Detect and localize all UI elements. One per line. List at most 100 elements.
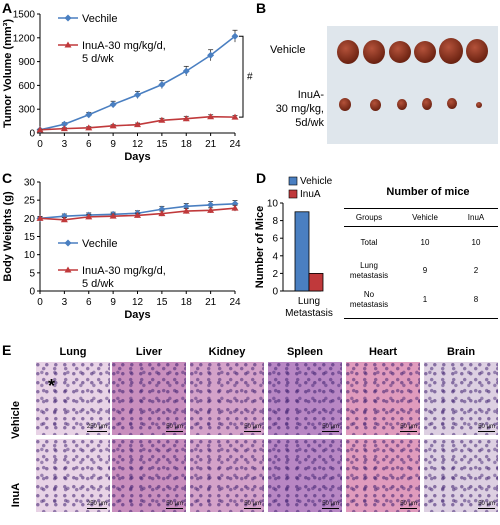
panel-label-b: B (256, 0, 267, 16)
significance-bracket (239, 35, 244, 118)
vehicle-photo-label: Vehicle (270, 44, 306, 56)
significance-marker: # (247, 72, 253, 83)
table-cell: Total (360, 238, 378, 247)
histology-image: 250 μm (36, 439, 110, 512)
y-tick-label: 10 (267, 199, 279, 210)
histology-image: 50 μm (112, 439, 186, 512)
data-point (182, 202, 190, 210)
x-tick-label: 3 (62, 139, 68, 150)
table-cell: 2 (473, 266, 479, 275)
data-point (36, 214, 44, 221)
body-weight-chart: 0 5 10 15 20 25 30 0 3 6 9 12 15 18 21 24 Days Body Weigh… (2, 178, 241, 322)
table-cell: 1 (422, 295, 428, 304)
histology-image: 50 μm (112, 362, 186, 435)
y-tick-label: 600 (18, 81, 35, 92)
scale-bar: 50 μm (478, 424, 495, 432)
histology-image: 50 μm (190, 362, 264, 435)
scale-bar: 50 μm (400, 501, 417, 509)
scale-bar: 250 μm (86, 501, 107, 509)
y-tick-label: 0 (272, 287, 278, 298)
data-point (158, 81, 166, 89)
x-tick-label: 6 (86, 139, 92, 150)
y-tick-label: 0 (29, 129, 35, 140)
table-header-groups: Groups (355, 213, 383, 222)
data-point (231, 32, 239, 40)
table-cell: 9 (422, 266, 428, 275)
histology-image: 50 μm (268, 362, 342, 435)
data-point (109, 212, 117, 219)
data-point (207, 51, 215, 59)
legend-marker (64, 266, 72, 273)
legend-marker (64, 239, 72, 247)
x-tick-label: 21 (205, 139, 217, 150)
histology-column-brain: Brain (446, 346, 476, 358)
y-tick-label: 30 (24, 178, 36, 189)
y-tick-label: 900 (18, 57, 35, 68)
legend-swatch (288, 176, 298, 186)
y-tick-label: 0 (29, 287, 35, 298)
data-point (207, 201, 215, 209)
y-tick-label: 1200 (13, 33, 36, 44)
y-tick-label: 20 (24, 214, 36, 225)
table-cell: 10 (471, 238, 481, 247)
data-point (60, 216, 68, 223)
histology-column-heart: Heart (368, 346, 398, 358)
x-tick-label: 12 (132, 297, 144, 308)
data-point (231, 200, 239, 208)
data-point (109, 100, 117, 108)
data-point (85, 124, 93, 131)
data-point (134, 211, 141, 218)
histology-image: 250 μm * (36, 362, 110, 435)
data-point (60, 120, 68, 128)
table-cell: Lung metastasis (349, 261, 389, 280)
legend-label: Vechile (82, 13, 117, 25)
data-point (231, 113, 239, 120)
scale-bar: 50 μm (400, 424, 417, 432)
histology-column-kidney: Kidney (208, 346, 246, 358)
x-tick-label: 6 (86, 297, 92, 308)
y-tick-label: 5 (29, 268, 35, 279)
legend-label: InuA (300, 189, 321, 200)
scale-bar: 50 μm (322, 501, 339, 509)
data-point (231, 204, 239, 211)
x-tick-label: 15 (156, 139, 168, 150)
row-label-vehicle: Vehicle (10, 401, 22, 439)
y-tick-label: 6 (272, 234, 278, 245)
scale-bar: 50 μm (166, 424, 183, 432)
bar (308, 273, 324, 292)
x-tick-label: 24 (229, 297, 241, 308)
row-label-inua: InuA (10, 482, 22, 508)
panel-label-c: C (2, 170, 13, 186)
x-tick-label: 3 (62, 297, 68, 308)
table-header-inua: InuA (467, 213, 485, 222)
scale-bar: 50 μm (322, 424, 339, 432)
legend-label: InuA-30 mg/kg/d, 5 d/wk (82, 40, 166, 65)
y-axis-label: Body Weights (g) (2, 191, 14, 282)
scale-bar: 50 μm (244, 424, 261, 432)
data-point (182, 115, 190, 122)
histology-grid: Vehicle InuA Lung 250 μm * 250 μm Liver 50 μm… (0, 342, 500, 520)
data-point (134, 121, 141, 128)
data-point (109, 122, 117, 129)
panel-label-e: E (2, 342, 12, 358)
mice-table: Groups Vehicle InuA Total 10 10 Lung met… (344, 208, 498, 319)
table-title: Number of mice (386, 186, 470, 198)
data-point (182, 67, 190, 75)
histology-image: 50 μm (424, 362, 498, 435)
legend-label: InuA-30 mg/kg/d, 5 d/wk (82, 265, 166, 290)
x-axis-label: Days (124, 309, 150, 321)
x-tick-label: 24 (229, 139, 241, 150)
x-tick-label: 15 (156, 297, 168, 308)
table-cell: No metastasis (349, 290, 389, 309)
data-point (182, 207, 190, 214)
data-point (36, 126, 44, 133)
histology-column-spleen: Spleen (286, 346, 324, 358)
data-point (134, 91, 141, 99)
inua-photo-label: InuA- 30 mg/kg, 5d/wk (275, 89, 324, 129)
x-tick-label: 12 (132, 139, 144, 150)
histology-image: 50 μm (424, 439, 498, 512)
data-point (60, 212, 68, 220)
data-point (158, 210, 166, 217)
panel-label-d: D (256, 170, 267, 186)
